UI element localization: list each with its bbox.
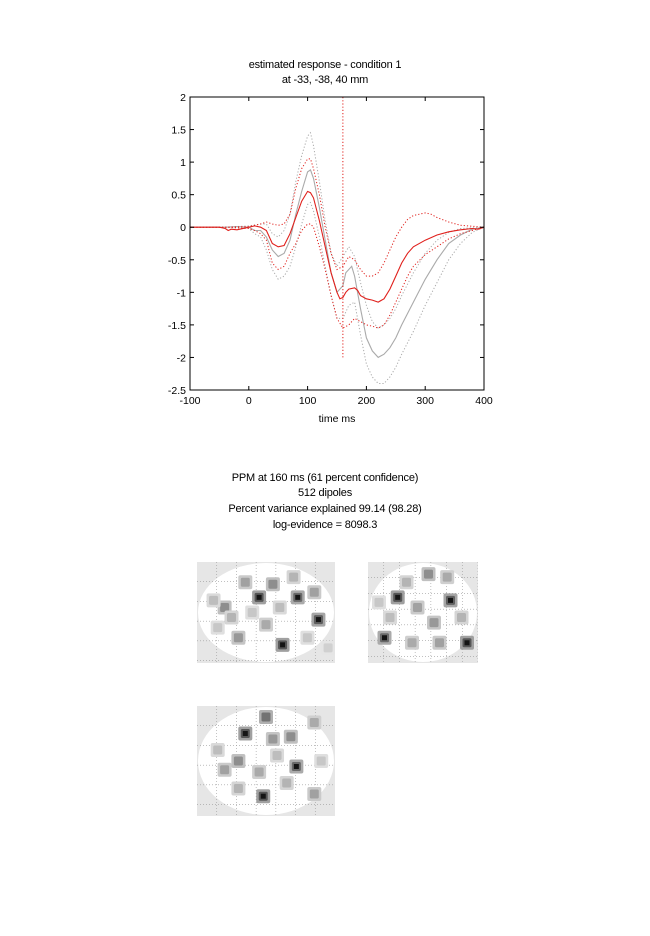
dipole-core: [233, 784, 243, 793]
dipole-peak: [260, 793, 266, 799]
x-tick-label: 0: [246, 395, 252, 407]
dipole-core: [289, 572, 299, 582]
y-tick-label: 0.5: [171, 190, 186, 202]
series-line-5: [190, 158, 485, 277]
dipole-core: [374, 597, 384, 607]
series-line-4: [190, 190, 485, 303]
dipole-core: [424, 569, 433, 579]
dipole-core: [309, 587, 319, 597]
dipole-core: [286, 732, 296, 742]
dipole-core: [227, 613, 236, 623]
dipole-core: [220, 602, 230, 612]
dipole-core: [435, 638, 444, 648]
series-line-6: [190, 223, 485, 329]
dipole-core: [413, 602, 422, 612]
glass-brain-coronal: [368, 562, 478, 663]
plot-frame: [189, 96, 485, 391]
x-tick-label: 200: [358, 395, 376, 407]
y-tick-label: 0: [180, 222, 186, 234]
dipole-core: [385, 613, 395, 623]
dipole-core: [442, 572, 452, 582]
log-evidence: log-evidence = 8098.3: [272, 519, 378, 531]
dipole-peak: [315, 617, 321, 623]
series-line-1: [190, 169, 485, 359]
glass-brain-axial: [197, 706, 335, 816]
dipole-peak: [242, 731, 248, 736]
dipole-core: [323, 643, 333, 653]
x-tick-label: -100: [179, 395, 200, 407]
dipole-core: [309, 718, 319, 727]
dipole-peak: [293, 764, 299, 769]
dipole-peak: [395, 594, 401, 600]
y-tick-label: 2: [180, 92, 186, 104]
x-tick-label: 100: [299, 395, 317, 407]
dipole-core: [302, 633, 312, 643]
dipole-core: [209, 595, 219, 605]
variance-explained: Percent variance explained 99.14 (98.28): [228, 503, 422, 515]
y-tick-label: -0.5: [168, 255, 186, 267]
y-tick-label: 1.5: [171, 125, 186, 137]
chart-title: estimated response - condition 1: [248, 59, 402, 71]
dipole-peak: [280, 642, 286, 648]
dipole-core: [233, 633, 243, 643]
series-line-3: [190, 201, 485, 384]
dipole-core: [457, 613, 466, 623]
chart-subtitle: at -33, -38, 40 mm: [281, 74, 369, 86]
dipole-peak: [448, 597, 453, 603]
dipole-peak: [382, 635, 387, 641]
dipole-core: [429, 618, 439, 628]
dipole-core: [240, 577, 250, 587]
dipole-core: [213, 745, 223, 755]
glass-brain-sagittal: [197, 562, 335, 663]
dipole-core: [268, 734, 278, 744]
dipole-core: [213, 623, 223, 633]
ppm-title: PPM at 160 ms (61 percent confidence): [231, 472, 419, 484]
dipole-core: [220, 765, 230, 775]
x-tick-label: 300: [416, 395, 434, 407]
dipole-core: [316, 756, 326, 766]
dipole-core: [261, 712, 271, 722]
dipole-core: [282, 778, 292, 788]
y-tick-label: -1.5: [168, 320, 186, 332]
dipole-core: [272, 751, 282, 760]
dipole-peak: [295, 594, 301, 600]
y-tick-label: -2.5: [168, 385, 186, 397]
x-axis-label: time ms: [319, 413, 356, 425]
dipole-peak: [464, 640, 470, 646]
dipole-core: [261, 620, 271, 630]
dipole-core: [309, 789, 319, 799]
x-tick-label: 400: [475, 395, 493, 407]
dipole-core: [407, 638, 417, 648]
dipole-count: 512 dipoles: [297, 487, 353, 499]
dipole-core: [275, 602, 285, 612]
dipole-core: [233, 756, 243, 766]
dipole-core: [402, 577, 411, 587]
dipole-core: [268, 579, 278, 589]
dipole-peak: [256, 594, 262, 600]
dipole-core: [254, 767, 264, 777]
y-tick-label: 1: [180, 157, 186, 169]
dipole-core: [247, 608, 257, 617]
response-chart: -100 0 100 200 300 400 2 1.5 1 0.5 0 -0.5 -1 -1.5 -2 -2…: [168, 92, 493, 425]
y-tick-label: -1: [177, 287, 186, 299]
y-tick-label: -2: [177, 352, 186, 364]
series-line-2: [190, 131, 485, 329]
